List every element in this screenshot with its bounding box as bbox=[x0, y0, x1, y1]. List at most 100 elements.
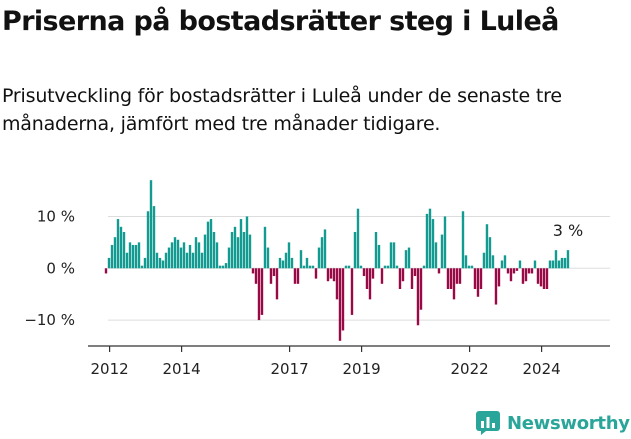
chart-bar bbox=[122, 232, 126, 269]
chart-bar bbox=[422, 265, 426, 269]
chart-bar bbox=[326, 268, 330, 282]
chart-bar bbox=[371, 268, 375, 279]
chart-bar bbox=[458, 268, 462, 284]
chart-bar bbox=[341, 268, 345, 331]
chart-bar bbox=[521, 268, 525, 284]
chart-bar bbox=[146, 211, 150, 269]
chart-bar bbox=[119, 226, 123, 269]
chart-bar bbox=[116, 219, 120, 269]
price-change-chart: 10 % 0 % −10 % 2012 2014 2017 2019 2022 2024 3 % bbox=[24, 180, 610, 378]
chart-bar bbox=[506, 268, 510, 274]
chart-bar bbox=[353, 232, 357, 269]
chart-bar bbox=[563, 257, 567, 269]
chart-bar bbox=[269, 268, 273, 284]
chart-bar bbox=[437, 268, 441, 274]
x-tick-label: 2022 bbox=[451, 360, 489, 378]
x-tick-label: 2012 bbox=[91, 360, 129, 378]
y-tick-label: 0 % bbox=[46, 259, 75, 277]
chart-bar bbox=[419, 268, 423, 310]
chart-bar bbox=[134, 244, 138, 269]
chart-bar bbox=[503, 255, 507, 269]
chart-bar bbox=[125, 252, 129, 269]
chart-bar bbox=[500, 260, 504, 269]
chart-bar bbox=[143, 257, 147, 269]
chart-bar bbox=[194, 237, 198, 269]
chart-bar bbox=[176, 239, 180, 269]
chart-bar bbox=[230, 232, 234, 269]
chart-bar bbox=[347, 265, 351, 269]
chart-bar bbox=[242, 232, 246, 269]
chart-bar bbox=[329, 268, 333, 279]
chart-bar bbox=[173, 237, 177, 269]
chart-bar bbox=[485, 224, 489, 269]
page-subtitle: Prisutveckling för bostadsrätter i Luleå… bbox=[2, 85, 562, 135]
chart-bar bbox=[221, 265, 225, 269]
chart-bar bbox=[212, 232, 216, 269]
chart-bar bbox=[404, 250, 408, 269]
chart-bar bbox=[557, 260, 561, 269]
chart-bar bbox=[296, 268, 300, 284]
chart-bar bbox=[344, 265, 348, 269]
chart-bar bbox=[560, 257, 564, 269]
x-tick-label: 2019 bbox=[343, 360, 381, 378]
chart-bar bbox=[164, 252, 168, 269]
chart-bar bbox=[566, 250, 570, 269]
x-tick-label: 2014 bbox=[163, 360, 201, 378]
chart-bar bbox=[464, 255, 468, 269]
chart-bar bbox=[179, 247, 183, 269]
chart-bar bbox=[227, 247, 231, 269]
chart-bar bbox=[161, 260, 165, 269]
chart-bar bbox=[317, 247, 321, 269]
chart-bar bbox=[545, 268, 549, 289]
chart-bar bbox=[395, 265, 399, 269]
chart-bar bbox=[248, 234, 252, 269]
chart-bar bbox=[278, 257, 282, 269]
chart-bar bbox=[257, 268, 261, 321]
chart-bar bbox=[554, 250, 558, 269]
chart-bar bbox=[515, 268, 519, 271]
chart-bar bbox=[182, 242, 186, 269]
chart-bar bbox=[107, 257, 111, 269]
chart-bar bbox=[104, 268, 108, 274]
chart-bar bbox=[314, 268, 318, 279]
chart-bar bbox=[245, 216, 249, 269]
chart-bar bbox=[239, 219, 243, 269]
chart-bar bbox=[380, 268, 384, 284]
chart-bar bbox=[389, 242, 393, 269]
chart-bar bbox=[281, 260, 285, 269]
chart-bar bbox=[539, 268, 543, 287]
chart-bar bbox=[428, 208, 432, 269]
chart-bar bbox=[374, 232, 378, 269]
chart-bar bbox=[365, 268, 369, 289]
chart-bar bbox=[434, 242, 438, 269]
chart-bar bbox=[407, 247, 411, 269]
chart-bar bbox=[299, 250, 303, 269]
chart-bar bbox=[488, 237, 492, 269]
chart-bar bbox=[110, 244, 114, 269]
chart-bar bbox=[113, 237, 117, 269]
chart-bar bbox=[188, 244, 192, 269]
chart-bar bbox=[410, 268, 414, 289]
chart-bar bbox=[197, 242, 201, 269]
chart-bar bbox=[524, 268, 528, 282]
x-tick-label: 2024 bbox=[523, 360, 561, 378]
chart-bar bbox=[431, 219, 435, 269]
chart-bar bbox=[509, 268, 513, 282]
chart-bar bbox=[368, 268, 372, 300]
chart-bar bbox=[518, 260, 522, 269]
chart-bar bbox=[131, 244, 135, 269]
chart-bar bbox=[260, 268, 264, 315]
chart-bar bbox=[470, 265, 474, 269]
chart-bar bbox=[440, 234, 444, 269]
chart-bar bbox=[452, 268, 456, 300]
chart-bar bbox=[191, 252, 195, 269]
chart-bar bbox=[263, 226, 267, 269]
chart-bar bbox=[128, 242, 132, 269]
chart-bar bbox=[455, 268, 459, 284]
chart-bar bbox=[203, 234, 207, 269]
chart-bar bbox=[413, 268, 417, 277]
chart-bar bbox=[359, 265, 363, 269]
chart-bar bbox=[236, 237, 240, 269]
chart-bar bbox=[377, 244, 381, 269]
chart-bar bbox=[149, 180, 153, 269]
